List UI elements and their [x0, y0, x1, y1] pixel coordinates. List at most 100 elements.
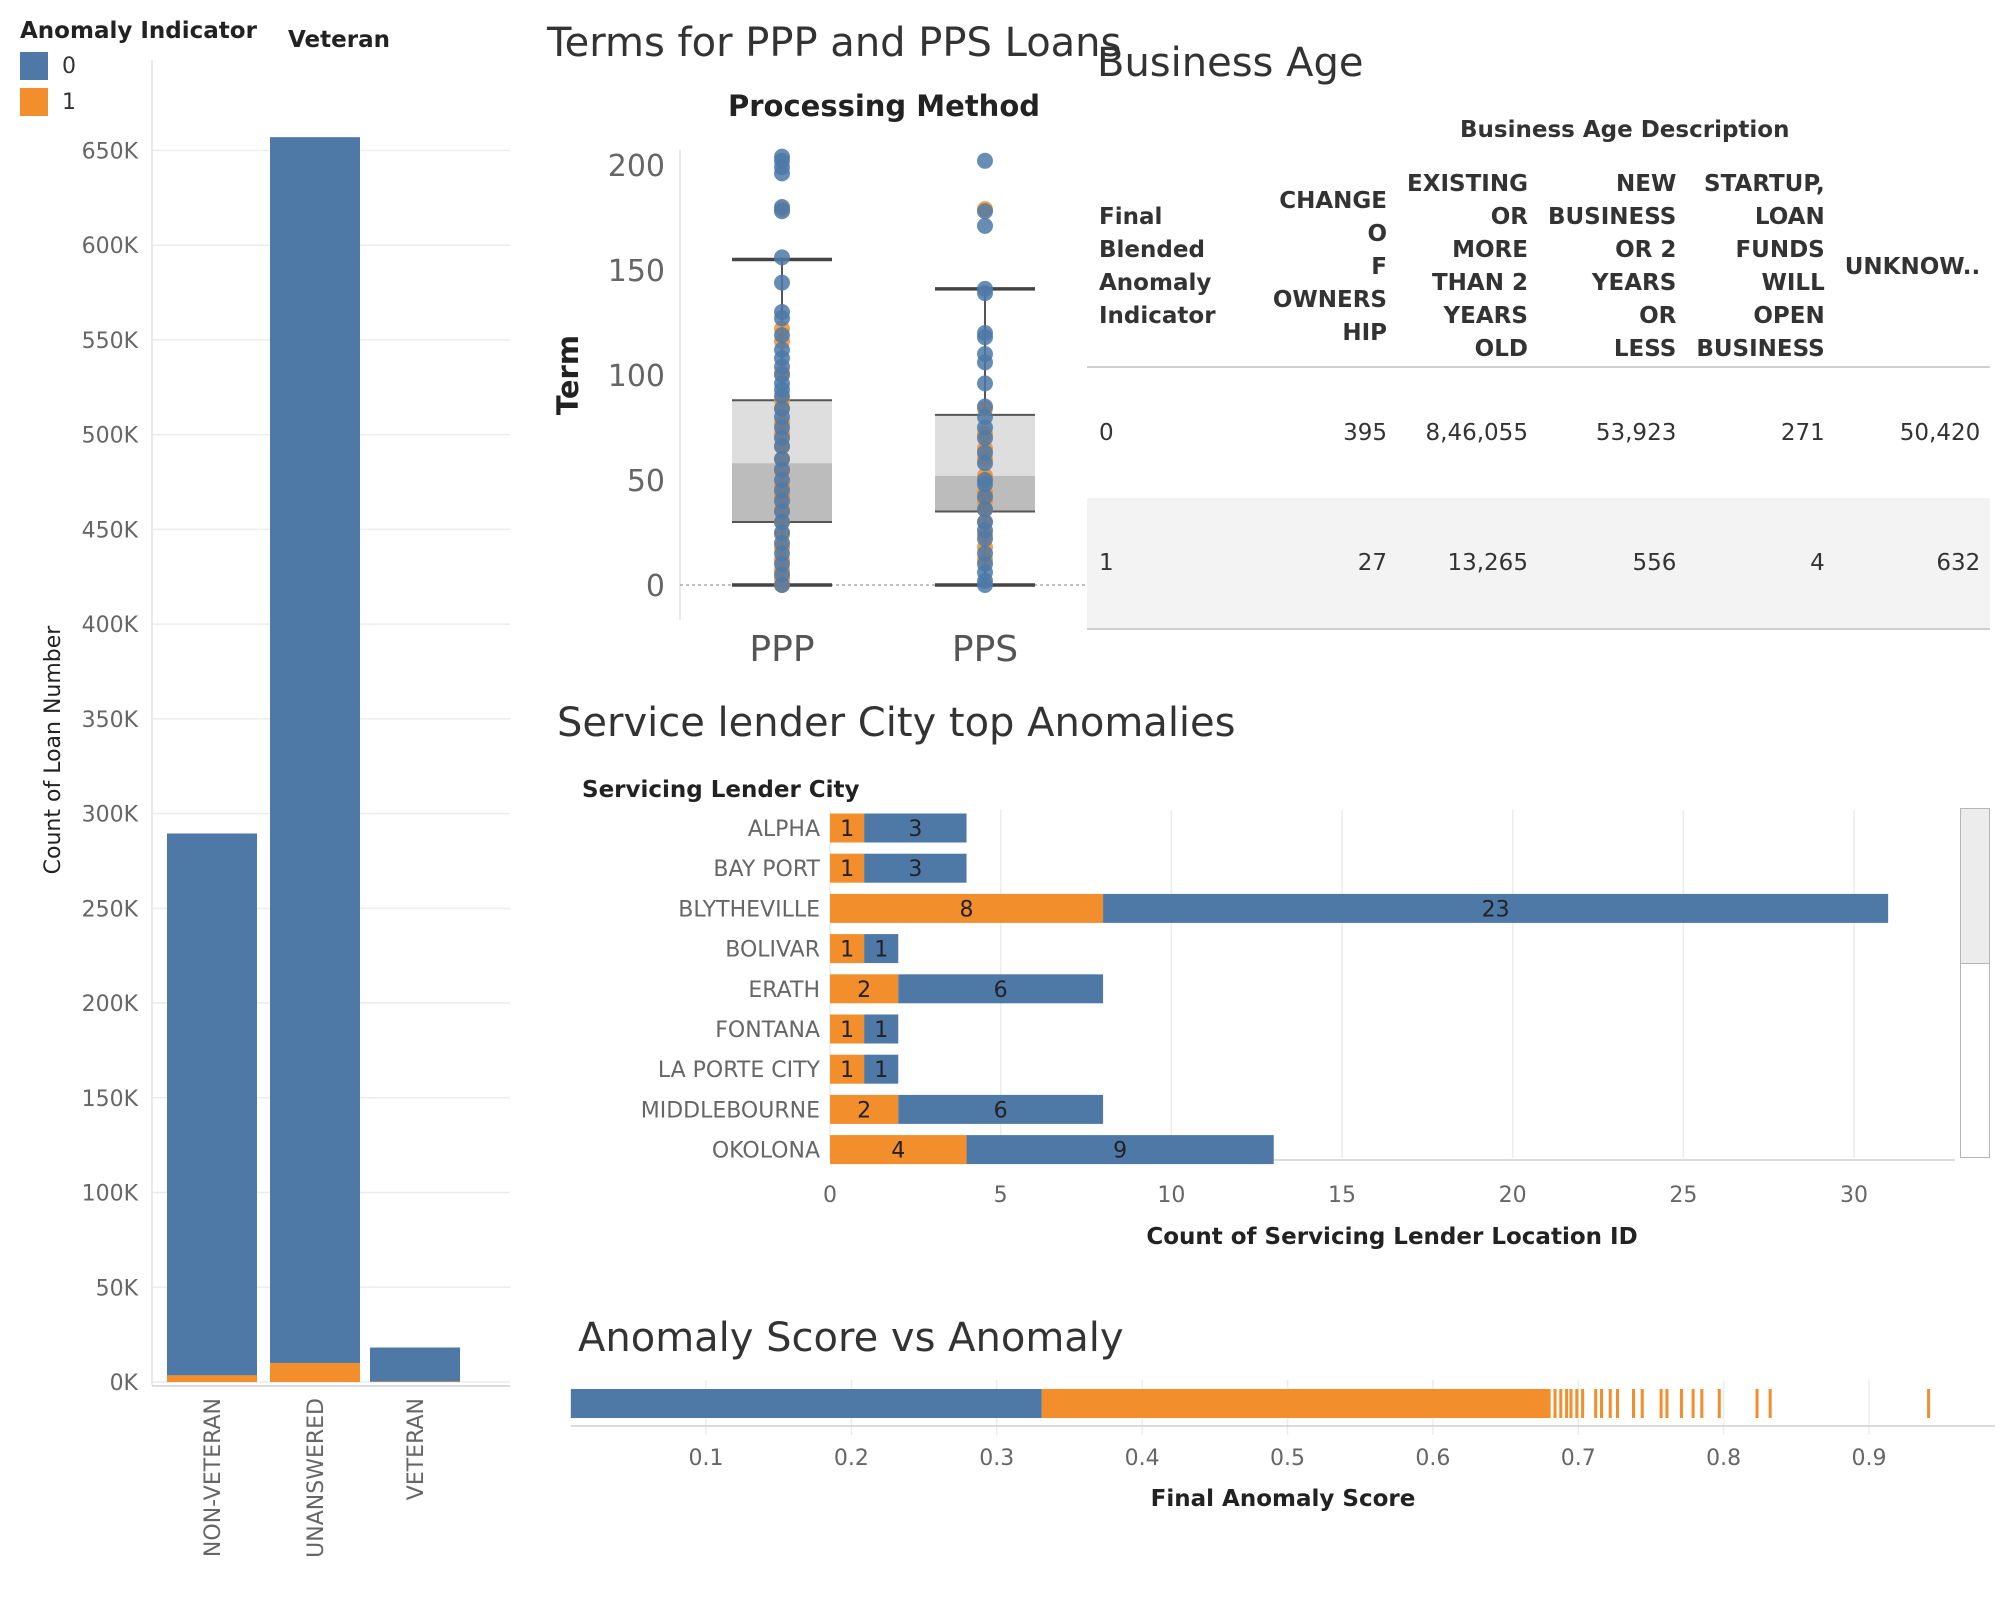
- y-tick-label: 0: [646, 569, 665, 604]
- col-header-existing[interactable]: EXISTING OR MORE THAN 2 YEARS OLD: [1397, 168, 1538, 368]
- y-tick-label: 150K: [82, 1087, 139, 1112]
- score-mark-1: [1659, 1389, 1663, 1418]
- y-tick-label: FONTANA: [715, 1018, 820, 1043]
- x-tick-label: 10: [1157, 1183, 1185, 1208]
- processing-method-header: Processing Method: [728, 89, 1040, 123]
- y-tick-label: 300K: [82, 803, 139, 828]
- bar-segment-0: [864, 853, 967, 883]
- data-label-0: 1: [874, 1018, 888, 1043]
- point-anomaly-0: [977, 285, 993, 302]
- business-age-description-header: Business Age Description: [1460, 117, 1790, 143]
- col-header-new-business[interactable]: NEW BUSINESS OR 2 YEARS OR LESS: [1537, 168, 1687, 368]
- table-cell: 4: [1686, 498, 1835, 630]
- point-anomaly-0: [774, 388, 790, 404]
- data-label-1: 1: [840, 857, 854, 882]
- score-mark-1: [1608, 1389, 1612, 1418]
- x-tick-label: PPS: [952, 629, 1018, 670]
- score-mark-1: [1581, 1389, 1585, 1418]
- bar-segment-0: [864, 813, 967, 843]
- score-mark-1: [1927, 1389, 1931, 1418]
- row-label: 1: [1087, 498, 1257, 630]
- y-axis-label: Count of Loan Number: [41, 625, 66, 875]
- business-age-table: Final Blended Anomaly Indicator CHANGE O…: [1087, 168, 1991, 630]
- point-anomaly-0: [977, 217, 993, 234]
- y-tick-label: 50K: [96, 1276, 139, 1301]
- x-tick-label: 0.9: [1852, 1446, 1887, 1471]
- bar-segment-1: [830, 893, 1104, 923]
- x-tick-label: PPP: [749, 629, 814, 670]
- data-label-1: 2: [857, 1098, 871, 1123]
- y-tick-label: 550K: [82, 329, 139, 354]
- y-tick-label: BAY PORT: [713, 857, 820, 882]
- col-header-unknown[interactable]: UNKNOW..: [1834, 168, 1991, 368]
- col-header-startup[interactable]: STARTUP, LOAN FUNDS WILL OPEN BUSINESS: [1686, 168, 1835, 368]
- bar-segment-0: [864, 1014, 899, 1044]
- bar-segment-0: [864, 1054, 899, 1084]
- score-mark-1: [1755, 1389, 1759, 1418]
- data-label-0: 6: [994, 1098, 1008, 1123]
- y-tick-label: OKOLONA: [712, 1139, 820, 1164]
- data-label-1: 2: [857, 978, 871, 1003]
- table-cell: 632: [1834, 498, 1991, 630]
- y-tick-label: 150: [608, 254, 665, 289]
- bar-segment-0: [1103, 893, 1889, 923]
- y-tick-label: BOLIVAR: [725, 938, 820, 963]
- table-row: 1 27 13,265 556 4 632: [1087, 498, 1991, 630]
- anomaly-legend: Anomaly Indicator 0 1: [20, 18, 257, 116]
- x-tick-label: 0.2: [834, 1446, 869, 1471]
- bar-segment-0: [864, 934, 899, 964]
- data-label-1: 1: [840, 1058, 854, 1083]
- score-mark-1: [1616, 1389, 1620, 1418]
- data-label-0: 1: [874, 1058, 888, 1083]
- score-mark-1: [1665, 1389, 1669, 1418]
- lender-city-scrollbar[interactable]: [1960, 808, 1990, 1158]
- bar-segment-1: [830, 1014, 865, 1044]
- score-mark-1: [1631, 1389, 1635, 1418]
- table-cell: 50,420: [1899, 420, 1981, 446]
- x-axis-label: Final Anomaly Score: [1151, 1486, 1416, 1512]
- col-header-change-ownership[interactable]: CHANGE O F OWNERS HIP: [1257, 168, 1397, 368]
- y-tick-label: 100K: [82, 1182, 139, 1207]
- table-cell: 556: [1537, 498, 1687, 630]
- legend-item-1[interactable]: 1: [20, 88, 257, 116]
- y-tick-label: 650K: [82, 139, 139, 164]
- bar-segment-1: [830, 974, 899, 1004]
- bar-segment-1: [830, 853, 865, 883]
- bar-segment-1: [830, 813, 865, 843]
- scrollbar-thumb[interactable]: [1961, 809, 1989, 964]
- lender-city-chart-title: Service lender City top Anomalies: [557, 700, 1236, 746]
- score-mark-1: [1691, 1389, 1695, 1418]
- table-cell: 8,46,055: [1425, 420, 1528, 446]
- score-band-1: [1041, 1389, 1551, 1418]
- y-tick-label: ALPHA: [748, 817, 820, 842]
- x-tick-label: VETERAN: [404, 1398, 429, 1500]
- bar-segment-0: [966, 1135, 1274, 1165]
- point-anomaly-0: [977, 430, 993, 446]
- point-anomaly-0: [774, 327, 790, 344]
- point-anomaly-0: [977, 329, 993, 346]
- y-tick-label: 400K: [82, 613, 139, 638]
- y-tick-label: 200K: [82, 992, 139, 1017]
- legend-item-0[interactable]: 0: [20, 52, 257, 80]
- y-tick-label: MIDDLEBOURNE: [641, 1098, 820, 1123]
- point-anomaly-0: [977, 152, 993, 169]
- lender-city-header: Servicing Lender City: [582, 777, 860, 803]
- point-anomaly-0: [774, 203, 790, 220]
- x-tick-label: 20: [1499, 1183, 1527, 1208]
- y-tick-label: ERATH: [748, 978, 820, 1003]
- x-tick-label: NON-VETERAN: [201, 1398, 226, 1557]
- y-tick-label: 250K: [82, 897, 139, 922]
- data-label-1: 4: [891, 1139, 905, 1164]
- score-mark-1: [1553, 1389, 1557, 1418]
- score-mark-1: [1768, 1389, 1772, 1418]
- x-tick-label: 0.3: [979, 1446, 1014, 1471]
- data-label-0: 6: [994, 978, 1008, 1003]
- y-tick-label: 350K: [82, 708, 139, 733]
- data-label-0: 1: [874, 938, 888, 963]
- business-age-header-row: Final Blended Anomaly Indicator CHANGE O…: [1087, 168, 1991, 368]
- veteran-header: Veteran: [288, 27, 390, 53]
- x-tick-label: 0.7: [1561, 1446, 1596, 1471]
- table-cell: 53,923: [1595, 420, 1677, 446]
- legend-swatch-1: [20, 88, 48, 116]
